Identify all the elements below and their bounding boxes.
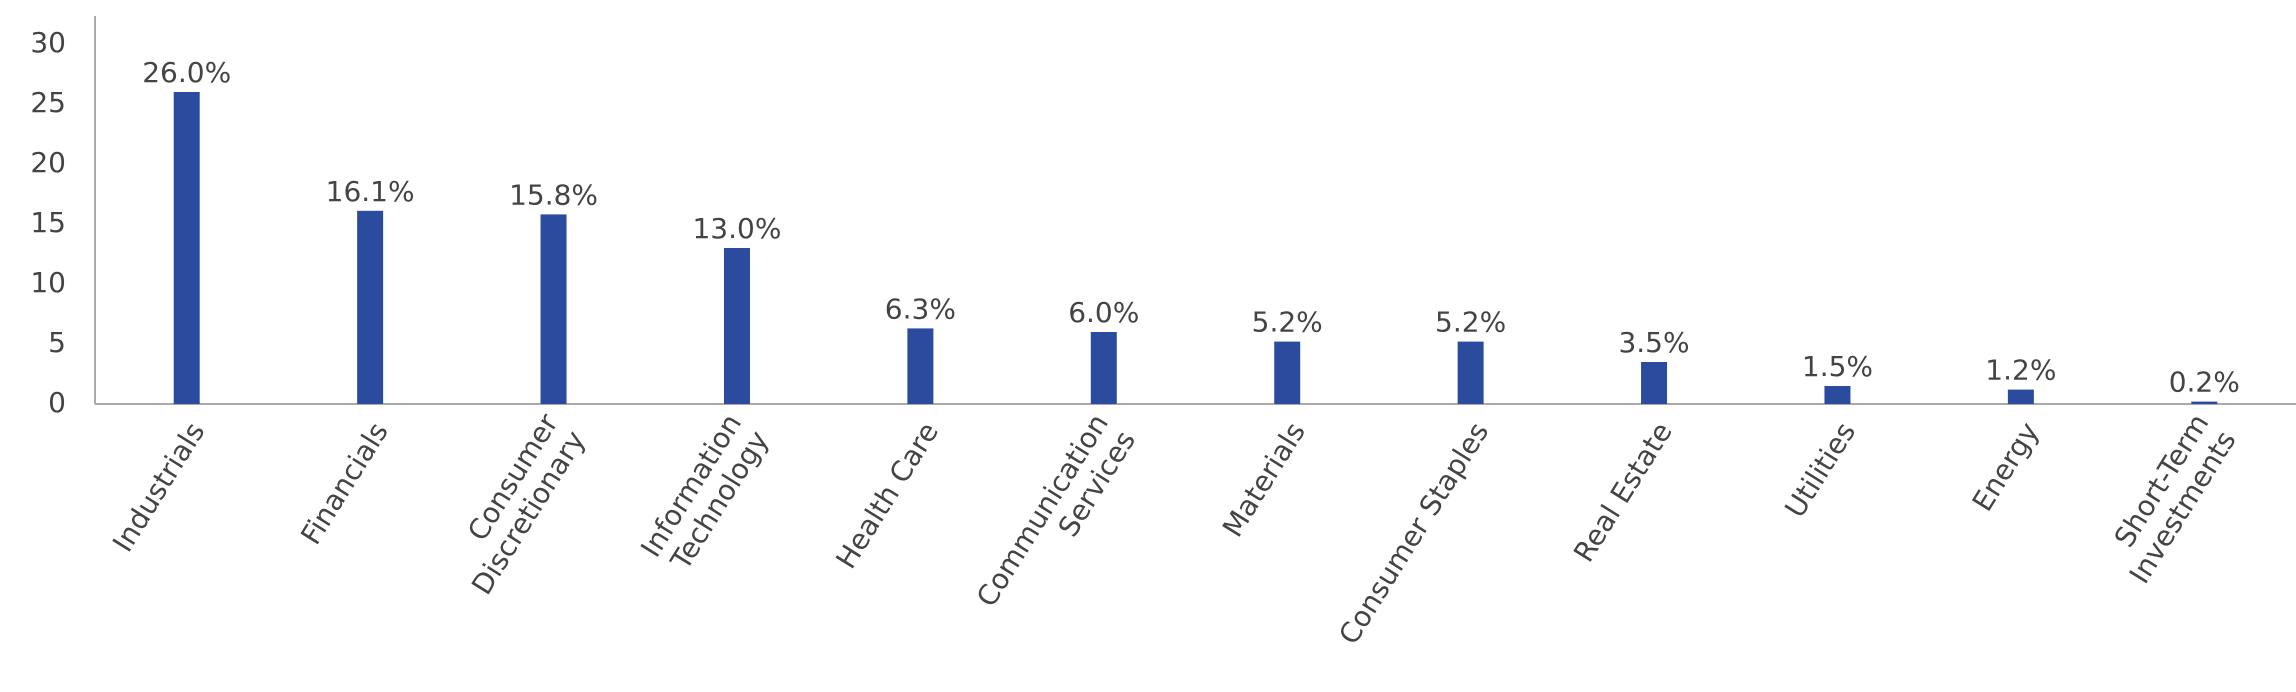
x-tick-group: Consumer Staples (1332, 416, 1495, 650)
data-label: 26.0% (142, 56, 231, 89)
x-tick-label: Short-TermInvestments (2096, 408, 2243, 589)
bar (2191, 401, 2218, 404)
x-tick-group: Real Estate (1567, 416, 1679, 567)
x-tick-group: Utilities (1778, 416, 1862, 523)
data-label: 1.5% (1802, 350, 1873, 383)
bar (1824, 386, 1851, 404)
y-tick-label: 15 (30, 206, 66, 239)
x-tick-label: ConsumerDiscretionary (438, 408, 592, 601)
x-tick-group: Health Care (829, 416, 945, 574)
bar (1090, 332, 1117, 404)
x-tick-group: Short-TermInvestments (2096, 408, 2243, 589)
data-label: 3.5% (1618, 326, 1689, 359)
data-label: 6.3% (885, 292, 956, 325)
y-tick-label: 0 (48, 386, 66, 419)
data-label: 1.2% (1985, 354, 2056, 387)
bar (173, 92, 200, 404)
x-tick-label: Real Estate (1567, 416, 1679, 567)
data-label: 5.2% (1252, 306, 1323, 339)
x-tick-label: Health Care (829, 416, 945, 574)
x-tick-label: Financials (294, 416, 395, 550)
x-tick-group: ConsumerDiscretionary (438, 408, 592, 601)
y-tick-label: 25 (30, 86, 66, 119)
bar (907, 328, 934, 404)
bar (723, 248, 750, 404)
x-tick-label: Energy (1966, 416, 2046, 517)
x-tick-label: InformationTechnology (634, 408, 775, 580)
bar (540, 214, 567, 404)
y-tick-label: 20 (30, 146, 66, 179)
bar (1274, 341, 1301, 404)
y-tick-label: 5 (48, 326, 66, 359)
x-tick-label: Industrials (106, 416, 211, 557)
x-tick-group: Energy (1966, 416, 2046, 517)
data-label: 13.0% (692, 212, 781, 245)
bar (1457, 341, 1484, 404)
data-label: 5.2% (1435, 306, 1506, 339)
x-tick-group: CommunicationServices (970, 408, 1142, 630)
data-label: 0.2% (2169, 366, 2240, 399)
x-tick-label: CommunicationServices (970, 408, 1142, 630)
bar (2007, 389, 2034, 404)
bar (357, 210, 384, 404)
data-label: 15.8% (509, 178, 598, 211)
y-tick-label: 10 (30, 266, 66, 299)
x-tick-group: InformationTechnology (634, 408, 775, 580)
data-label: 6.0% (1068, 296, 1139, 329)
bar (1641, 362, 1668, 404)
x-tick-label: Materials (1216, 416, 1312, 542)
y-tick-label: 30 (30, 26, 66, 59)
x-tick-group: Materials (1216, 416, 1312, 542)
data-label: 16.1% (326, 175, 415, 208)
x-tick-label: Consumer Staples (1332, 416, 1495, 650)
x-tick-label: Utilities (1778, 416, 1862, 523)
x-tick-group: Industrials (106, 416, 211, 557)
x-tick-group: Financials (294, 416, 395, 550)
